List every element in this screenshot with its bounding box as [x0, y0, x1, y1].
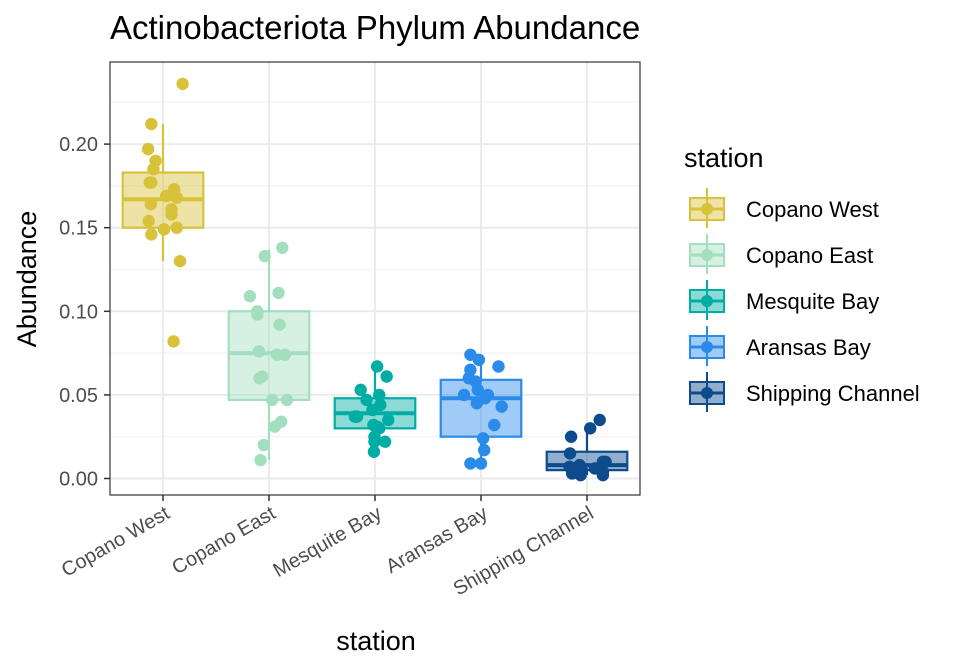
data-point — [477, 443, 491, 457]
series-shipping-channel — [545, 413, 629, 482]
series-copano-west — [121, 77, 205, 348]
data-point — [471, 383, 485, 397]
data-point — [472, 353, 486, 366]
legend-point — [701, 341, 713, 353]
data-point — [348, 410, 362, 423]
x-tick-label: Copano East — [168, 502, 280, 579]
data-point — [145, 228, 158, 241]
data-point — [253, 371, 266, 385]
data-point — [176, 77, 189, 91]
legend-point — [701, 387, 713, 399]
data-point — [257, 438, 270, 452]
data-point — [492, 360, 505, 373]
data-point — [159, 189, 173, 203]
data-point — [495, 400, 508, 413]
data-point — [252, 345, 266, 358]
data-point — [268, 420, 282, 433]
data-point — [170, 221, 183, 234]
legend-key-copano-east — [689, 234, 725, 274]
legend-point — [701, 295, 713, 307]
legend-key-mesquite-bay — [689, 280, 725, 320]
data-point — [173, 254, 187, 268]
data-point — [368, 435, 381, 448]
data-point — [354, 383, 367, 397]
x-tick-label: Copano West — [58, 502, 174, 582]
data-point — [254, 453, 267, 467]
data-point — [147, 162, 160, 176]
y-tick-label: 0.05 — [59, 385, 98, 407]
data-point — [476, 432, 490, 445]
data-point — [593, 413, 606, 427]
data-point — [564, 430, 578, 443]
data-point — [370, 360, 384, 373]
legend-label: Mesquite Bay — [746, 289, 879, 314]
data-point — [464, 457, 477, 470]
legend-point — [701, 203, 713, 215]
series-aransas-bay — [439, 348, 523, 470]
series-copano-east — [227, 241, 311, 467]
legend-key-aransas-bay — [689, 326, 725, 366]
legend: station Copano West Copano East Mesquite B… — [684, 143, 920, 412]
data-point — [280, 393, 294, 407]
legend-key-copano-west — [689, 188, 725, 228]
data-point — [142, 214, 155, 228]
data-point — [272, 286, 285, 300]
data-point — [243, 290, 257, 303]
data-point — [457, 388, 471, 402]
data-point — [165, 208, 178, 221]
y-tick-label: 0.20 — [59, 134, 98, 156]
data-point — [170, 191, 183, 204]
x-tick-label: Mesquite Bay — [270, 502, 386, 582]
series-group — [121, 77, 629, 482]
data-point — [470, 397, 483, 410]
chart-title: Actinobacteriota Phylum Abundance — [110, 9, 640, 46]
series-mesquite-bay — [333, 360, 417, 458]
y-axis-title: Abundance — [12, 211, 42, 348]
data-point — [380, 370, 393, 383]
data-point — [373, 388, 386, 402]
data-point — [378, 435, 392, 448]
y-axis: 0.00 0.05 0.10 0.15 0.20 — [59, 134, 110, 491]
data-point — [382, 413, 395, 427]
y-tick-label: 0.00 — [59, 469, 98, 491]
legend-label: Aransas Bay — [746, 335, 871, 360]
data-point — [141, 142, 155, 156]
legend-key-shipping-channel — [689, 372, 725, 412]
data-point — [276, 241, 289, 254]
data-point — [596, 468, 610, 482]
data-point — [157, 223, 171, 236]
y-tick-label: 0.10 — [59, 301, 98, 323]
legend-label: Copano East — [746, 243, 873, 268]
data-point — [145, 176, 158, 189]
legend-label: Copano West — [746, 197, 879, 222]
data-point — [583, 422, 597, 435]
box — [227, 310, 311, 402]
data-point — [488, 418, 501, 432]
data-point — [265, 393, 279, 407]
data-point — [258, 249, 271, 263]
data-point — [278, 348, 292, 361]
data-point — [574, 468, 587, 482]
legend-label: Shipping Channel — [746, 381, 920, 406]
data-point — [273, 318, 286, 331]
data-point — [145, 117, 158, 131]
data-point — [251, 308, 264, 321]
data-point — [474, 457, 488, 470]
data-point — [144, 198, 158, 211]
data-point — [367, 445, 381, 458]
data-point — [563, 447, 577, 460]
data-point — [366, 403, 379, 417]
x-axis-title: station — [336, 626, 416, 656]
legend-point — [701, 249, 713, 261]
y-tick-label: 0.15 — [59, 218, 98, 240]
data-point — [360, 393, 373, 407]
data-point — [167, 335, 180, 348]
legend-title: station — [684, 143, 764, 173]
